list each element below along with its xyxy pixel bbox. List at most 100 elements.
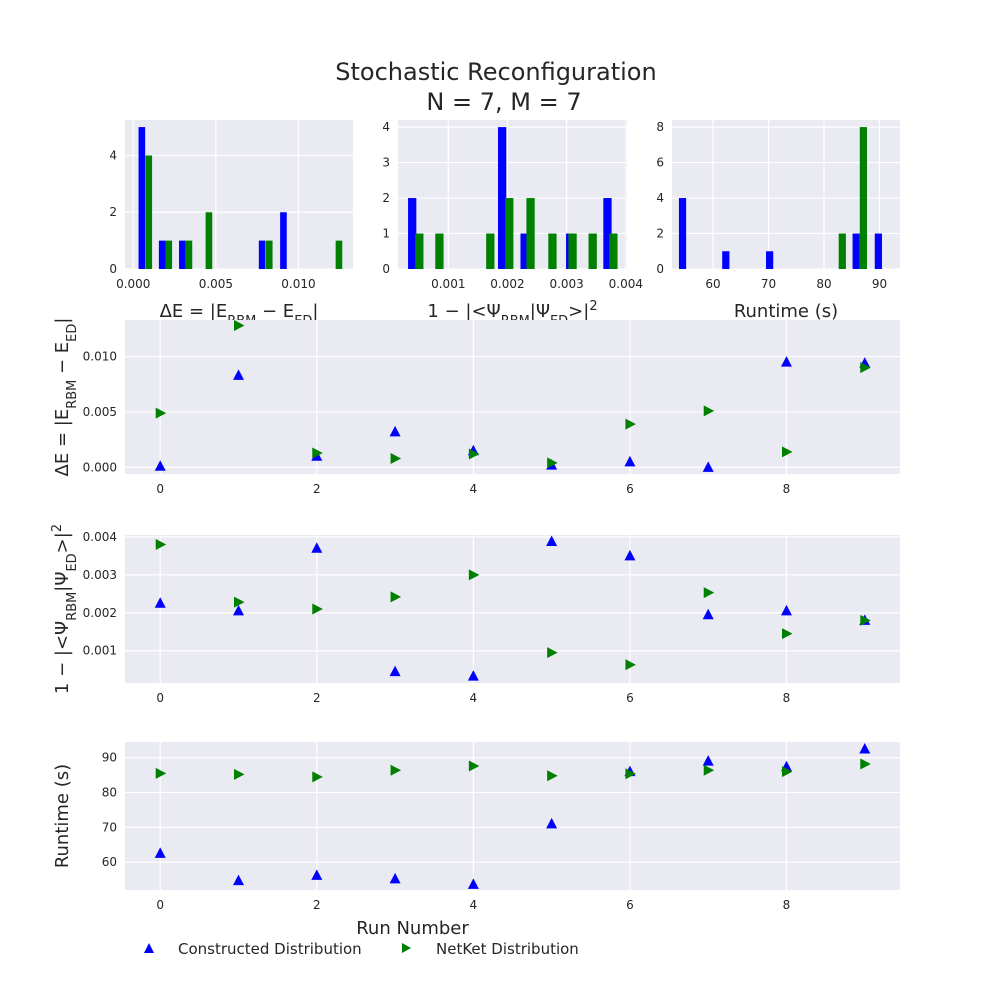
legend-constructed-marker xyxy=(144,943,154,953)
point-constructed xyxy=(702,755,714,766)
legend-constructed-label: Constructed Distribution xyxy=(178,940,362,958)
bar-constructed xyxy=(722,251,730,269)
x-tick-label: 6 xyxy=(626,898,634,912)
y-tick-label: 90 xyxy=(102,751,117,765)
y-tick-label: 4 xyxy=(656,191,664,205)
y-tick-label: 8 xyxy=(656,120,664,134)
point-constructed xyxy=(233,874,245,886)
bar-netket xyxy=(526,198,535,269)
bar-constructed xyxy=(138,127,146,269)
point-netket xyxy=(781,628,793,640)
y-tick-label: 3 xyxy=(382,156,390,170)
point-constructed xyxy=(702,608,714,620)
point-constructed xyxy=(624,549,636,561)
plot-area-scatter_runtime xyxy=(125,742,900,890)
point-constructed xyxy=(780,604,792,616)
bar-netket xyxy=(588,233,597,269)
point-netket xyxy=(703,764,715,776)
point-constructed xyxy=(311,869,323,880)
x-tick-label: 0 xyxy=(156,898,164,912)
x-tick-label: 0.003 xyxy=(549,277,583,291)
x-tick-label: 4 xyxy=(470,691,478,705)
point-netket xyxy=(703,587,715,599)
legend: Constructed Distribution NetKet Distribu… xyxy=(144,940,579,958)
point-constructed xyxy=(154,847,166,858)
panels: 0.000 0.005 0.010 0 2 4 ΔE = |ERBM − EED| 0.001… xyxy=(50,120,900,939)
point-constructed xyxy=(546,817,558,829)
y-axis-label: 1 − |<ΨRBM|ΨED>|2 xyxy=(50,524,80,694)
y-tick-label: 60 xyxy=(102,855,117,869)
bar-constructed xyxy=(158,240,166,269)
point-constructed xyxy=(546,535,558,546)
point-netket xyxy=(312,447,323,459)
bar-constructed xyxy=(498,127,507,269)
point-netket xyxy=(390,764,402,776)
point-netket xyxy=(234,320,245,332)
y-tick-label: 2 xyxy=(109,205,117,219)
y-axis-label: Runtime (s) xyxy=(52,764,73,868)
y-tick-label: 2 xyxy=(382,191,390,205)
x-tick-label: 0.000 xyxy=(116,277,150,291)
x-axis-label: Run Number xyxy=(356,918,469,939)
bar-constructed xyxy=(520,233,529,269)
point-netket xyxy=(234,596,245,608)
point-constructed xyxy=(389,665,401,677)
point-constructed xyxy=(467,670,479,681)
bar-netket xyxy=(486,233,495,269)
legend-netket-marker xyxy=(402,943,411,953)
bar-constructed xyxy=(852,233,860,269)
plot-area-scatter_fidelity xyxy=(125,535,900,683)
bar-netket xyxy=(205,212,213,269)
point-netket xyxy=(234,768,245,780)
y-tick-label: 80 xyxy=(102,785,117,799)
y-tick-label: 1 xyxy=(382,227,390,241)
y-axis-label: ΔE = |ERBM − EED| xyxy=(52,318,80,477)
y-tick-label: 4 xyxy=(109,148,117,162)
x-tick-label: 90 xyxy=(872,277,887,291)
x-tick-label: 0.010 xyxy=(281,277,315,291)
point-netket xyxy=(547,770,558,782)
bar-constructed xyxy=(408,198,417,269)
figure-title-line2: N = 7, M = 7 xyxy=(426,88,581,116)
x-tick-label: 0.002 xyxy=(490,277,524,291)
y-tick-label: 70 xyxy=(102,820,117,834)
panel-hist_fidelity: 0.001 0.002 0.003 0.004 0 1 2 3 4 1 − |<ΨRBM|ΨED>… xyxy=(382,120,643,329)
bar-netket xyxy=(859,127,867,269)
point-constructed xyxy=(154,460,166,471)
point-netket xyxy=(703,405,715,417)
y-tick-label: 0.001 xyxy=(83,644,117,658)
point-netket xyxy=(625,659,636,671)
point-netket xyxy=(155,407,167,419)
bar-netket xyxy=(838,233,846,269)
point-constructed xyxy=(311,542,323,553)
point-netket xyxy=(860,614,871,626)
point-netket xyxy=(468,448,480,460)
point-constructed xyxy=(389,425,401,437)
point-constructed xyxy=(233,604,245,616)
x-tick-label: 2 xyxy=(313,691,321,705)
point-netket xyxy=(468,569,480,581)
point-constructed xyxy=(780,356,792,367)
x-tick-label: 4 xyxy=(470,482,478,496)
point-netket xyxy=(312,771,323,783)
point-netket xyxy=(625,418,636,430)
point-netket xyxy=(547,457,558,469)
point-constructed xyxy=(233,369,245,380)
y-tick-label: 0.002 xyxy=(83,606,117,620)
point-constructed xyxy=(389,872,401,884)
point-constructed xyxy=(467,878,479,889)
x-tick-label: 70 xyxy=(761,277,776,291)
point-netket xyxy=(312,603,323,615)
y-tick-label: 2 xyxy=(656,227,664,241)
x-tick-label: 6 xyxy=(626,691,634,705)
y-tick-label: 0.004 xyxy=(83,530,117,544)
y-tick-label: 0 xyxy=(109,262,117,276)
x-tick-label: 8 xyxy=(783,898,791,912)
x-tick-label: 0 xyxy=(156,691,164,705)
bar-netket xyxy=(435,233,444,269)
x-tick-label: 2 xyxy=(313,482,321,496)
x-tick-label: 0 xyxy=(156,482,164,496)
x-tick-label: 8 xyxy=(783,482,791,496)
